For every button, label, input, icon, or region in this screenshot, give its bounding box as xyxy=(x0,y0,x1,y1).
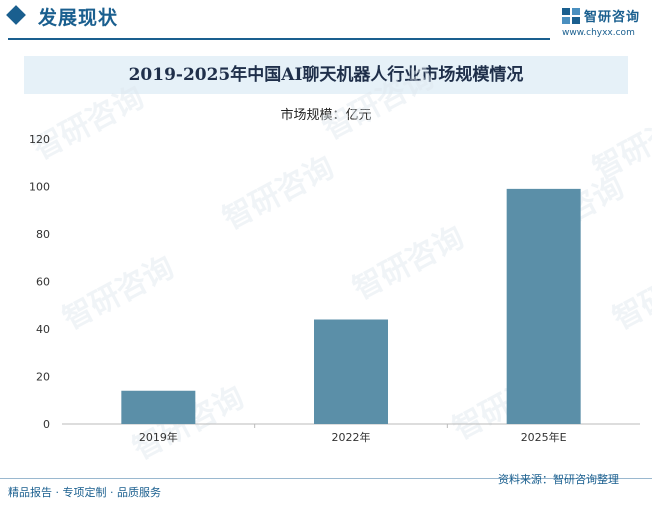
watermark-text: 智研咨询 xyxy=(587,100,652,187)
x-tick-label: 2019年 xyxy=(139,430,178,444)
y-tick-label: 100 xyxy=(29,181,50,194)
bar xyxy=(121,390,196,424)
chart-title-band: 2019-2025年中国AI聊天机器人行业市场规模情况 xyxy=(24,56,628,94)
bar xyxy=(314,319,388,424)
watermark-text: 智研咨询 xyxy=(317,60,439,147)
chart-unit-label: 市场规模：亿元 xyxy=(280,108,372,123)
section-title: 发展现状 xyxy=(38,7,119,29)
chart-title: 2019-2025年中国AI聊天机器人行业市场规模情况 xyxy=(128,65,524,85)
y-axis-ticks: 0 20 40 60 80 100 120 xyxy=(29,133,50,431)
watermark-text: 智研咨询 xyxy=(607,250,652,337)
watermark-text: 智研咨询 xyxy=(27,80,149,167)
bar xyxy=(506,188,581,424)
footer-source: 资料来源：智研咨询整理 xyxy=(498,473,619,486)
logo: 智研咨询 www.chyxx.com xyxy=(562,6,650,40)
bars xyxy=(121,188,581,424)
footer-tagline: 精品报告 · 专项定制 · 品质服务 xyxy=(8,486,161,499)
watermark-text: 智研咨询 xyxy=(217,150,339,237)
y-tick-label: 80 xyxy=(36,228,50,241)
y-tick-label: 40 xyxy=(36,323,50,336)
footer-divider xyxy=(0,478,652,479)
logo-icon xyxy=(562,8,580,24)
logo-url: www.chyxx.com xyxy=(562,28,635,38)
x-tick-label: 2022年 xyxy=(332,430,371,444)
y-tick-label: 0 xyxy=(43,418,50,431)
logo-name: 智研咨询 xyxy=(584,10,641,25)
y-tick-label: 60 xyxy=(36,276,50,289)
watermark-text: 智研咨询 xyxy=(57,250,179,337)
header: 发展现状 智研咨询 www.chyxx.com xyxy=(0,0,652,42)
header-divider xyxy=(8,38,550,40)
x-axis-ticks: 2019年 2022年 2025年E xyxy=(139,424,567,444)
y-tick-label: 120 xyxy=(29,133,50,146)
watermark-text: 智研咨询 xyxy=(347,220,469,307)
y-tick-label: 20 xyxy=(36,371,50,384)
x-tick-label: 2025年E xyxy=(521,430,567,444)
